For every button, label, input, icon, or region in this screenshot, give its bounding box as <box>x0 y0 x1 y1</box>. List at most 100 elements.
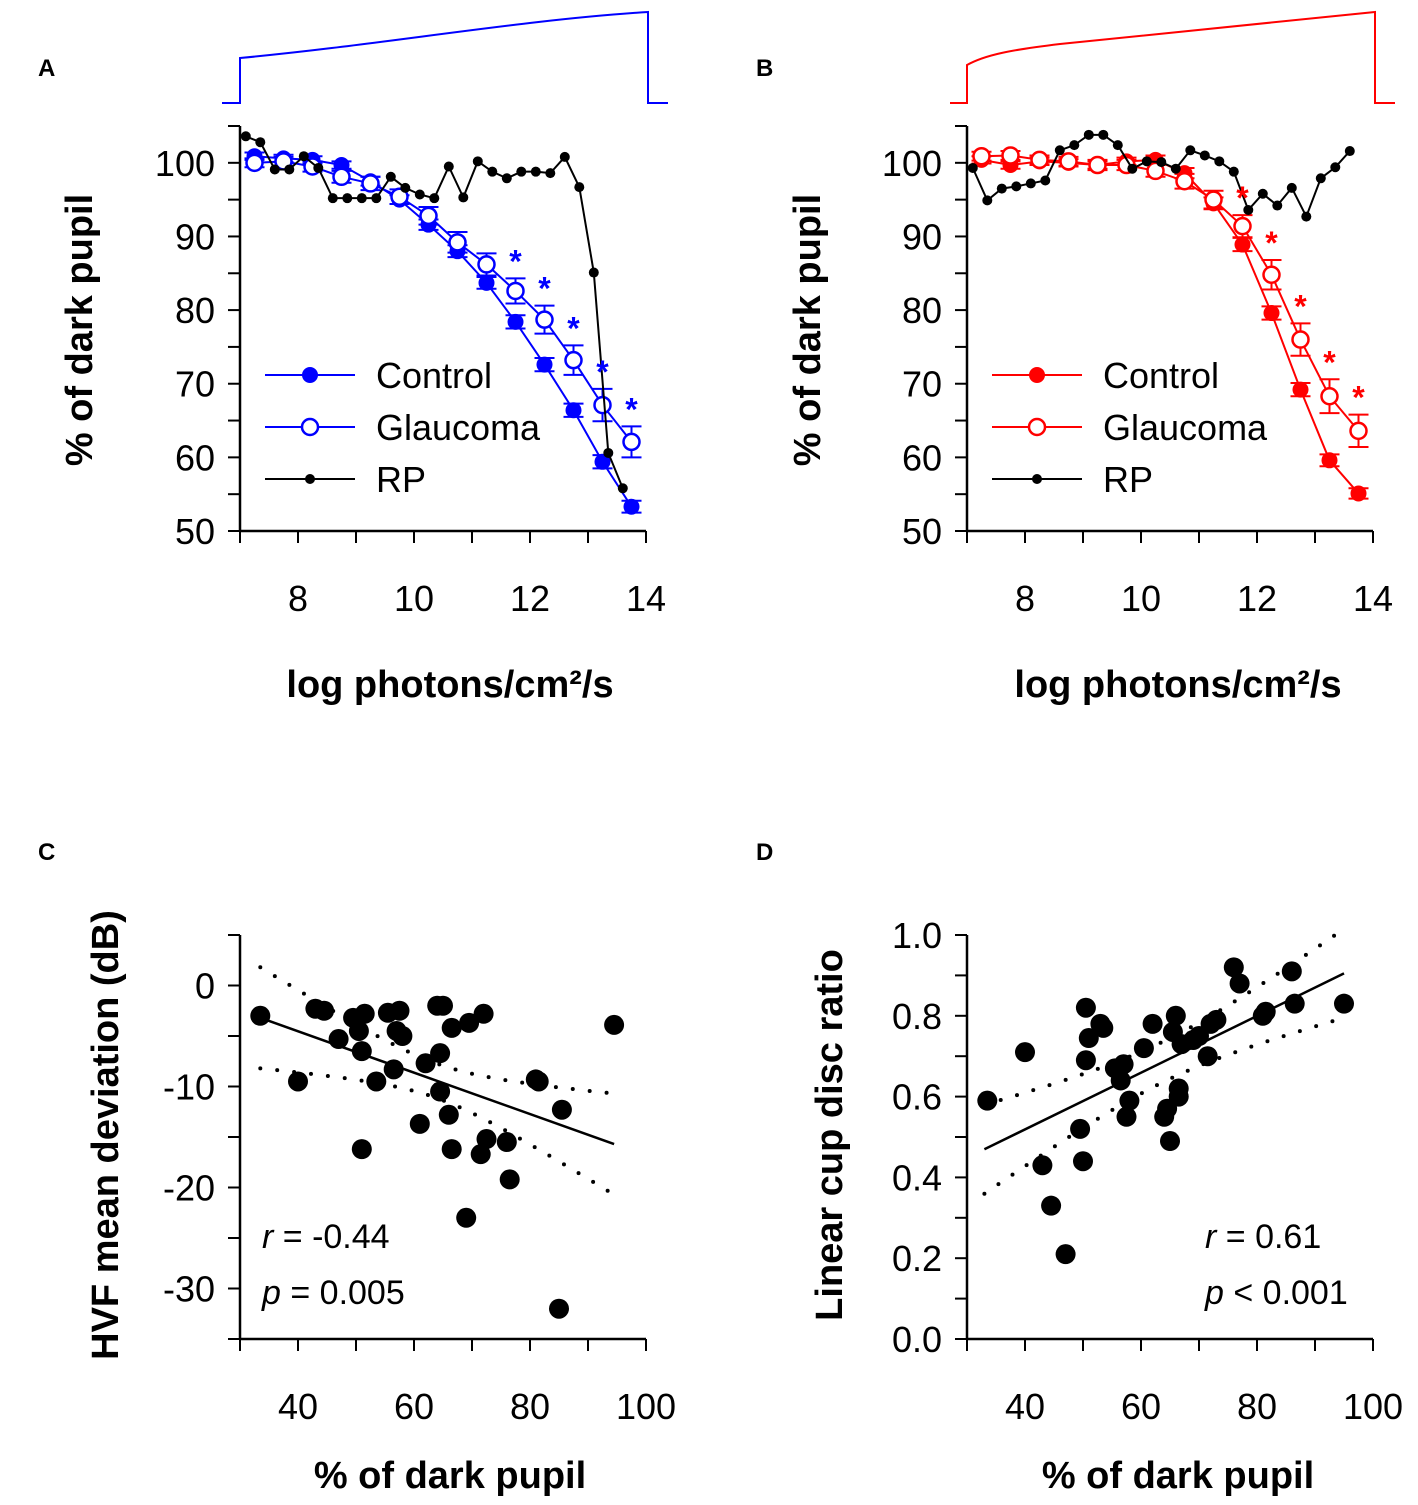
data-point <box>1015 1042 1035 1063</box>
panel-letter: C <box>38 839 55 866</box>
legend-label: Glaucoma <box>376 407 541 448</box>
data-point <box>565 402 582 419</box>
data-point <box>1334 993 1354 1014</box>
x-tick-label: 8 <box>288 578 308 619</box>
y-tick-label: 90 <box>902 216 942 257</box>
data-point <box>507 313 524 330</box>
data-point <box>967 162 978 173</box>
data-point <box>1281 961 1302 982</box>
stat-symbol: p <box>1204 1274 1224 1312</box>
data-point <box>604 1014 625 1035</box>
data-point <box>594 453 611 470</box>
data-point <box>438 1104 459 1125</box>
data-point <box>1170 163 1181 174</box>
data-point <box>1075 1050 1096 1071</box>
significance-asterisk: * <box>509 243 522 279</box>
data-point <box>1168 1078 1189 1099</box>
data-point <box>623 498 640 515</box>
data-point <box>441 1139 462 1160</box>
data-point <box>1349 421 1368 441</box>
legend-label: RP <box>376 459 426 500</box>
data-point <box>1175 171 1194 191</box>
stat-value: = 0.005 <box>281 1274 405 1312</box>
data-point <box>313 162 324 173</box>
data-point <box>622 432 641 452</box>
data-point <box>499 1169 520 1190</box>
legend-marker <box>1029 367 1045 383</box>
y-axis-title: % of dark pupil <box>787 194 829 466</box>
data-point <box>1025 178 1036 189</box>
data-point <box>593 395 612 415</box>
data-point <box>1344 146 1355 157</box>
x-tick-label: 100 <box>1343 1386 1403 1427</box>
data-point <box>1234 236 1251 253</box>
regression-line <box>983 972 1345 1151</box>
panel-letter: B <box>756 55 773 82</box>
y-tick-label: 100 <box>155 143 215 184</box>
data-point <box>516 166 527 177</box>
y-tick-label: 1.0 <box>892 915 942 956</box>
data-point <box>441 1017 462 1038</box>
data-point <box>1214 156 1225 167</box>
legend-label: Control <box>1103 355 1219 396</box>
series-line <box>254 160 633 443</box>
data-point <box>298 151 309 162</box>
data-point <box>1070 1118 1091 1139</box>
y-tick-label: 70 <box>902 364 942 405</box>
significance-asterisk: * <box>1265 225 1278 261</box>
ci-lower <box>982 1015 1346 1196</box>
x-tick-label: 40 <box>1005 1386 1045 1427</box>
y-tick-label: 80 <box>902 290 942 331</box>
data-point <box>430 1081 451 1102</box>
data-point <box>1257 188 1268 199</box>
data-point <box>1272 200 1283 211</box>
data-point <box>574 182 585 193</box>
data-point <box>1054 145 1065 156</box>
data-point <box>1199 150 1210 161</box>
panel-a: A 8 10 12 14 50 60 70 80 90 100 log photons/cm²/s % … <box>38 55 666 706</box>
stimulus-trace-b <box>950 10 1395 104</box>
data-point <box>1059 152 1078 171</box>
y-tick-label: -30 <box>163 1269 215 1310</box>
y-tick-label: -20 <box>163 1168 215 1209</box>
data-point <box>528 1071 549 1092</box>
stat-annotation: r = 0.61 <box>1205 1218 1321 1256</box>
data-point <box>1320 386 1339 406</box>
legend-label: RP <box>1103 459 1153 500</box>
data-point <box>603 447 614 458</box>
data-point <box>245 153 264 173</box>
series-rp <box>240 131 628 494</box>
data-point <box>1204 190 1223 209</box>
data-point <box>390 187 409 206</box>
data-point <box>1160 1131 1180 1152</box>
data-point <box>617 483 628 494</box>
legend-label: Glaucoma <box>1103 407 1268 448</box>
significance-asterisk: * <box>1294 288 1307 324</box>
panel-b: B 8 10 12 14 50 60 70 80 90 100 log photons/cm²/s % … <box>756 55 1393 706</box>
y-tick-label: 100 <box>882 143 942 184</box>
data-point <box>1116 1106 1137 1127</box>
stat-symbol: r <box>1205 1218 1218 1256</box>
data-point <box>564 350 583 370</box>
data-point <box>354 1003 375 1024</box>
data-point <box>284 164 295 175</box>
data-point <box>472 156 483 167</box>
data-point <box>1055 1244 1076 1265</box>
stat-annotation: p < 0.001 <box>1204 1274 1348 1312</box>
data-point <box>288 1071 308 1092</box>
data-point <box>996 183 1007 194</box>
data-point <box>356 193 367 204</box>
data-point <box>470 1144 491 1165</box>
data-point <box>383 1059 404 1080</box>
stat-annotation: p = 0.005 <box>261 1274 405 1312</box>
data-point <box>1078 1028 1099 1049</box>
significance-asterisk: * <box>1323 344 1336 380</box>
data-point <box>1262 265 1281 284</box>
data-point <box>1119 1090 1140 1111</box>
significance-asterisk: * <box>538 271 551 307</box>
data-point <box>1112 140 1123 151</box>
x-tick-label: 14 <box>1353 578 1393 619</box>
y-tick-label: 60 <box>902 437 942 478</box>
data-point <box>536 356 553 373</box>
data-point <box>1350 485 1367 502</box>
